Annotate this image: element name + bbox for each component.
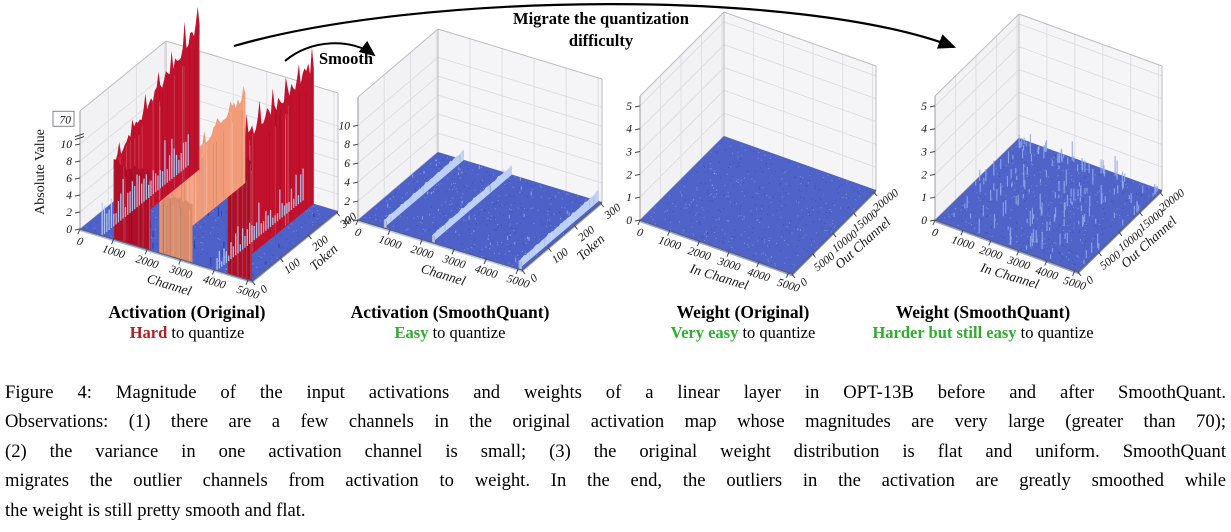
caption-line: the weight is still pretty smooth and fl…: [5, 499, 306, 521]
svg-text:6: 6: [344, 158, 350, 170]
svg-text:2000: 2000: [134, 253, 160, 271]
plot4-subtitle-highlight: Harder but still easy: [872, 323, 1017, 342]
svg-text:4000: 4000: [746, 266, 772, 284]
svg-text:8: 8: [344, 139, 350, 151]
plot1-subtitle: Hard to quantize: [37, 324, 337, 342]
svg-text:1000: 1000: [950, 234, 976, 252]
caption-line: Observations: (1) there are a few channe…: [5, 411, 1226, 433]
svg-text:8: 8: [66, 156, 72, 168]
svg-text:1000: 1000: [101, 243, 127, 261]
plot2-subtitle-rest: to quantize: [428, 323, 506, 342]
plot1-title: Activation (Original): [108, 302, 266, 322]
caption-line: migrates the outlier channels from activ…: [5, 470, 1226, 492]
surface3d-canvas: 0123450100020003000400050000500010000150…: [920, 13, 1187, 293]
svg-text:5: 5: [626, 101, 632, 113]
figure-caption: Figure 4: Magnitude of the input activat…: [5, 378, 1226, 525]
plot-activation-smoothquant: 0 2 4 6 8 10 0 1000 2000 3000 4000 5000 0 100 200 300 Ch…: [315, 0, 624, 312]
plot1-caption: Activation (Original) Hard to quantize: [37, 302, 337, 342]
plot4-caption: Weight (SmoothQuant) Harder but still ea…: [833, 302, 1133, 342]
plot2-title: Activation (SmoothQuant): [350, 302, 550, 322]
svg-text:3: 3: [920, 147, 927, 159]
surface3d-canvas: 02468100100020003000400050000100200300Ch…: [339, 28, 624, 291]
svg-text:100: 100: [550, 246, 571, 266]
svg-text:1: 1: [626, 192, 632, 204]
plot3-subtitle-rest: to quantize: [738, 323, 816, 342]
migrate-line2: difficulty: [568, 31, 634, 50]
svg-text:1000: 1000: [377, 234, 403, 252]
svg-text:3: 3: [625, 147, 632, 159]
svg-text:4: 4: [66, 190, 72, 202]
plot3-subtitle: Very easy to quantize: [593, 324, 893, 342]
svg-text:5: 5: [921, 101, 927, 113]
svg-text:0: 0: [921, 215, 927, 227]
svg-text:2: 2: [626, 169, 632, 181]
svg-text:10: 10: [61, 139, 73, 151]
plot-weight-original: 0 1 2 3 4 5 0 1000 2000 3000 4000 5000 0 5000 10000 150…: [600, 0, 901, 312]
plot-weight-smoothquant: 0 1 2 3 4 5 0 1000 2000 3000 4000 5000 0 5000 10000 150…: [890, 0, 1231, 312]
smooth-annotation: Smooth: [318, 49, 374, 68]
caption-line: (2) the variance in one activation chann…: [5, 440, 1226, 462]
svg-text:1000: 1000: [657, 235, 683, 253]
migrate-line1: Migrate the quantization: [513, 9, 689, 28]
svg-text:0: 0: [353, 227, 362, 240]
plot2-subtitle-highlight: Easy: [394, 323, 429, 342]
svg-text:4000: 4000: [202, 274, 228, 292]
plot1-subtitle-highlight: Hard: [129, 323, 168, 342]
svg-text:4: 4: [344, 177, 350, 189]
plot-activation-original: 0 2 4 6 8 10 70 0 1000 2000 3000 4000 5000 0 100 200 300…: [0, 0, 370, 312]
svg-text:2: 2: [66, 207, 72, 219]
plot2-subtitle: Easy to quantize: [300, 324, 600, 342]
svg-text:4000: 4000: [473, 263, 499, 281]
surface3d-canvas: 0246810700100020003000400050000100200300…: [33, 6, 359, 302]
svg-text:0: 0: [344, 215, 350, 227]
svg-text:Absolute Value: Absolute Value: [33, 129, 48, 215]
svg-text:2000: 2000: [687, 245, 713, 263]
plot4-subtitle: Harder but still easy to quantize: [833, 324, 1133, 342]
svg-text:2: 2: [344, 196, 350, 208]
svg-text:6: 6: [66, 173, 72, 185]
plot3-title: Weight (Original): [676, 302, 810, 322]
plot3-caption: Weight (Original) Very easy to quantize: [593, 302, 893, 342]
plot3-subtitle-highlight: Very easy: [670, 323, 739, 342]
svg-text:70: 70: [60, 114, 72, 126]
svg-text:2: 2: [921, 169, 927, 181]
caption-line: Figure 4: Magnitude of the input activat…: [5, 382, 1226, 403]
svg-text:1: 1: [921, 192, 927, 204]
migrate-annotation: Migrate the quantization difficulty: [455, 8, 747, 52]
plot2-caption: Activation (SmoothQuant) Easy to quantiz…: [300, 302, 600, 342]
svg-text:100: 100: [282, 256, 303, 276]
svg-text:0: 0: [635, 227, 644, 240]
plot4-title: Weight (SmoothQuant): [895, 302, 1071, 322]
svg-text:4: 4: [626, 124, 632, 136]
svg-text:0: 0: [798, 276, 810, 289]
plot1-subtitle-rest: to quantize: [167, 323, 245, 342]
svg-text:0: 0: [258, 283, 270, 296]
svg-text:0: 0: [66, 224, 72, 236]
surface3d-canvas: 0123450100020003000400050000500010000150…: [625, 11, 901, 295]
plot4-subtitle-rest: to quantize: [1016, 323, 1094, 342]
svg-text:2000: 2000: [978, 244, 1004, 262]
svg-text:2000: 2000: [409, 244, 435, 262]
svg-text:0: 0: [528, 272, 540, 285]
svg-text:0: 0: [930, 227, 939, 240]
svg-text:0: 0: [626, 215, 632, 227]
svg-text:4: 4: [921, 124, 927, 136]
svg-text:0: 0: [75, 236, 84, 249]
svg-text:10: 10: [339, 120, 351, 132]
